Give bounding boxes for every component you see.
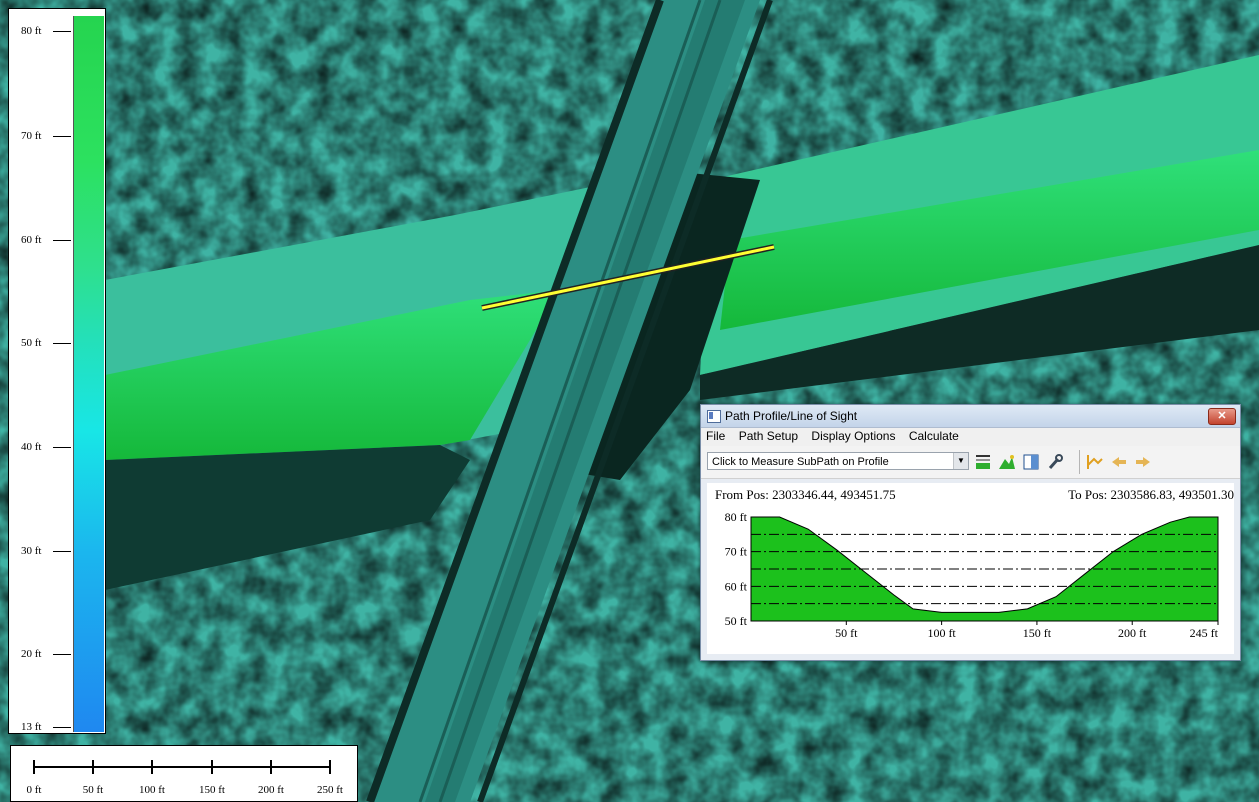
menu-file[interactable]: File (706, 429, 726, 443)
arrow-right-icon[interactable] (1133, 452, 1153, 472)
elevation-label: 30 ft (21, 545, 42, 557)
window-title: Path Profile/Line of Sight (725, 409, 858, 423)
scale-label: 100 ft (139, 784, 165, 796)
scale-bar-line (33, 766, 329, 768)
scale-label: 200 ft (258, 784, 284, 796)
wrench-icon[interactable] (1045, 452, 1065, 472)
to-position: To Pos: 2303586.83, 493501.30 (1068, 487, 1234, 502)
elevation-label: 40 ft (21, 441, 42, 453)
x-tick-label: 200 ft (1118, 626, 1147, 640)
profile-chart[interactable]: 80 ft 70 ft 60 ft 50 ft 50 ft 100 ft 150 ft 200… (707, 483, 1234, 653)
measure-mode-value: Click to Measure SubPath on Profile (712, 456, 889, 468)
x-tick-label: 150 ft (1023, 626, 1052, 640)
from-position: From Pos: 2303346.44, 493451.75 (715, 487, 896, 502)
profile-chart-area[interactable]: From Pos: 2303346.44, 493451.75 To Pos: … (707, 483, 1234, 654)
scale-label: 150 ft (199, 784, 225, 796)
terrain-icon[interactable] (997, 452, 1017, 472)
split-view-icon[interactable] (1021, 452, 1041, 472)
elevation-label: 80 ft (21, 25, 42, 37)
elevation-color-ramp (73, 16, 104, 732)
menu-display-options[interactable]: Display Options (811, 429, 896, 443)
arrow-left-icon[interactable] (1109, 452, 1129, 472)
x-tick-label: 100 ft (927, 626, 956, 640)
line-of-sight-icon[interactable] (1085, 452, 1105, 472)
elevation-legend: 80 ft 70 ft 60 ft 50 ft 40 ft 30 ft 20 f… (8, 8, 106, 734)
close-button[interactable]: ✕ (1208, 408, 1236, 425)
toolbar: Click to Measure SubPath on Profile ▼ (701, 446, 1240, 479)
scale-bar: 0 ft 50 ft 100 ft 150 ft 200 ft 250 ft (10, 745, 358, 802)
y-tick-label: 70 ft (725, 545, 748, 559)
scale-label: 0 ft (26, 784, 42, 796)
path-graph-icon[interactable] (973, 452, 993, 472)
measure-mode-dropdown[interactable]: Click to Measure SubPath on Profile ▼ (707, 452, 969, 470)
x-tick-label: 50 ft (835, 626, 858, 640)
window-titlebar[interactable]: Path Profile/Line of Sight ✕ (701, 405, 1240, 428)
elevation-label: 60 ft (21, 234, 42, 246)
menu-path-setup[interactable]: Path Setup (738, 429, 799, 443)
dropdown-arrow-icon[interactable]: ▼ (953, 453, 968, 469)
elevation-label: 70 ft (21, 130, 42, 142)
scale-label: 250 ft (317, 784, 343, 796)
y-tick-label: 80 ft (725, 510, 748, 524)
scale-label: 50 ft (82, 784, 104, 796)
y-tick-label: 50 ft (725, 614, 748, 628)
menu-calculate[interactable]: Calculate (908, 429, 959, 443)
elevation-label: 20 ft (21, 648, 42, 660)
toolbar-separator (1079, 450, 1080, 474)
x-tick-label: 245 ft (1190, 626, 1219, 640)
elevation-label: 13 ft (21, 721, 42, 733)
app-window-icon (707, 410, 721, 423)
menu-bar: File Path Setup Display Options Calculat… (701, 428, 1240, 446)
elevation-label: 50 ft (21, 337, 42, 349)
profile-area-fill (750, 516, 1219, 622)
y-tick-label: 60 ft (725, 579, 748, 593)
path-profile-window: Path Profile/Line of Sight ✕ File Path S… (700, 404, 1241, 661)
